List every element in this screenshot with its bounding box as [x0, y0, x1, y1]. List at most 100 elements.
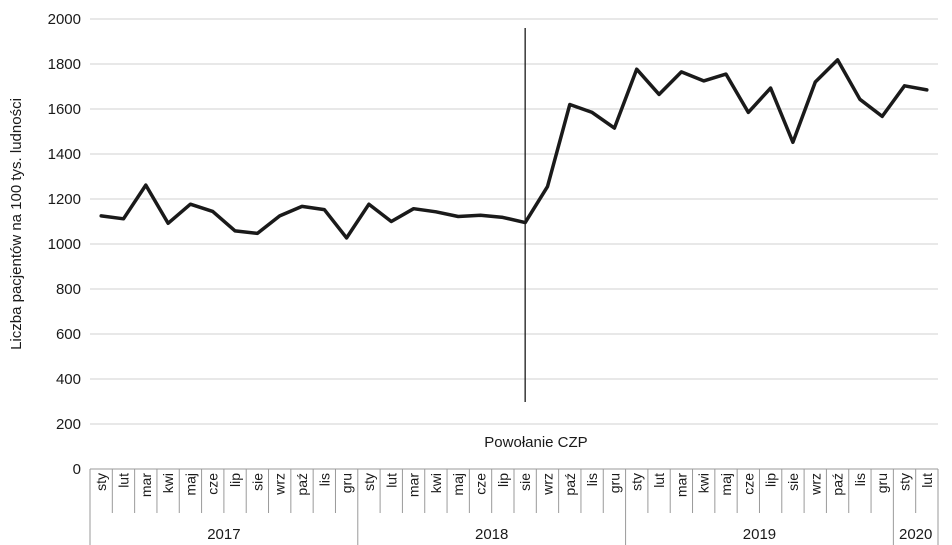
x-tick-label: kwi: [160, 473, 176, 493]
data-point: [479, 213, 483, 217]
x-tick-label: cze: [473, 473, 489, 495]
y-tick-label: 400: [56, 371, 81, 388]
data-point: [836, 58, 840, 62]
x-tick-label: sty: [93, 473, 109, 491]
x-tick-label: mar: [406, 473, 422, 497]
x-tick-label: cze: [205, 473, 221, 495]
y-tick-label: 800: [56, 281, 81, 298]
x-tick-label: maj: [450, 473, 466, 496]
data-point: [233, 229, 237, 233]
x-tick-label: sie: [249, 473, 265, 491]
y-tick-label: 1400: [48, 146, 81, 163]
data-point: [456, 215, 460, 219]
data-point: [412, 207, 416, 211]
x-tick-label: wrz: [539, 473, 555, 496]
x-tick-label: lut: [115, 473, 131, 488]
x-tick-label: sie: [785, 473, 801, 491]
x-tick-label: lis: [316, 473, 332, 486]
data-point: [858, 97, 862, 101]
annotation: Powołanie CZP: [484, 28, 588, 451]
data-point: [679, 70, 683, 74]
x-tick-label: lis: [852, 473, 868, 486]
data-point: [166, 221, 170, 225]
x-tick-label: maj: [718, 473, 734, 496]
series-line: [99, 58, 929, 240]
data-point: [255, 231, 259, 235]
x-tick-label: paź: [294, 473, 310, 496]
x-tick-label: gru: [874, 473, 890, 493]
data-point: [746, 110, 750, 114]
x-tick-label: mar: [673, 473, 689, 497]
data-point: [791, 140, 795, 144]
data-point: [389, 220, 393, 224]
x-tick-label: lip: [763, 473, 779, 487]
data-point: [702, 79, 706, 83]
x-tick-label: gru: [606, 473, 622, 493]
gridlines: [90, 18, 938, 425]
x-tick-label: maj: [182, 473, 198, 496]
data-point: [121, 217, 125, 221]
data-point: [903, 84, 907, 88]
y-tick-label: 600: [56, 326, 81, 343]
x-tick-label: wrz: [272, 473, 288, 496]
data-point: [278, 214, 282, 218]
year-label: 2020: [899, 526, 932, 543]
x-tick-label: wrz: [807, 473, 823, 496]
y-tick-label: 2000: [48, 11, 81, 28]
x-tick-label: paź: [562, 473, 578, 496]
y-tick-label: 1800: [48, 56, 81, 73]
data-point: [367, 202, 371, 206]
x-tick-label: lut: [651, 473, 667, 488]
data-point: [769, 86, 773, 90]
y-tick-label: 0: [73, 461, 81, 478]
x-axis: sty lut mar kwi maj cze lip sie wrz paź lis gru sty l…: [89, 468, 939, 545]
year-label: 2018: [475, 526, 508, 543]
x-tick-label: cze: [740, 473, 756, 495]
annotation-label: Powołanie CZP: [484, 434, 587, 451]
x-tick-label: sty: [361, 473, 377, 491]
y-tick-label: 200: [56, 416, 81, 433]
x-tick-label: lut: [383, 473, 399, 488]
x-tick-label: lip: [227, 473, 243, 487]
year-label: 2017: [207, 526, 240, 543]
y-tick-label: 1600: [48, 101, 81, 118]
x-tick-label: lut: [919, 473, 935, 488]
data-point: [434, 210, 438, 214]
x-tick-label: sty: [629, 473, 645, 491]
data-point: [813, 80, 817, 84]
data-point: [657, 92, 661, 96]
data-point: [568, 103, 572, 107]
data-point: [345, 236, 349, 240]
y-tick-label: 1000: [48, 236, 81, 253]
data-point: [322, 208, 326, 212]
x-tick-label: lis: [584, 473, 600, 486]
data-point: [144, 183, 148, 187]
series-group: [99, 58, 929, 240]
y-axis-label: Liczba pacjentów na 100 tys. ludności: [8, 98, 25, 350]
x-tick-label: sie: [517, 473, 533, 491]
x-tick-label: mar: [138, 473, 154, 497]
data-point: [523, 221, 527, 225]
x-tick-label: lip: [495, 473, 511, 487]
data-point: [545, 185, 549, 189]
x-tick-label: paź: [830, 473, 846, 496]
year-label: 2019: [743, 526, 776, 543]
data-point: [635, 67, 639, 71]
data-point: [724, 72, 728, 76]
x-tick-label: kwi: [696, 473, 712, 493]
data-point: [925, 88, 929, 92]
data-point: [99, 214, 103, 218]
y-tick-label: 1200: [48, 191, 81, 208]
y-axis-ticks: 0 200 400 600 800 1000 1200 1400 1600 1800 2000: [48, 11, 81, 478]
data-point: [612, 126, 616, 130]
data-point: [188, 202, 192, 206]
data-point: [211, 209, 215, 213]
x-tick-label: sty: [897, 473, 913, 491]
data-point: [590, 110, 594, 114]
x-tick-label: kwi: [428, 473, 444, 493]
data-point: [501, 215, 505, 219]
x-tick-label: gru: [339, 473, 355, 493]
data-point: [300, 204, 304, 208]
data-point: [880, 114, 884, 118]
